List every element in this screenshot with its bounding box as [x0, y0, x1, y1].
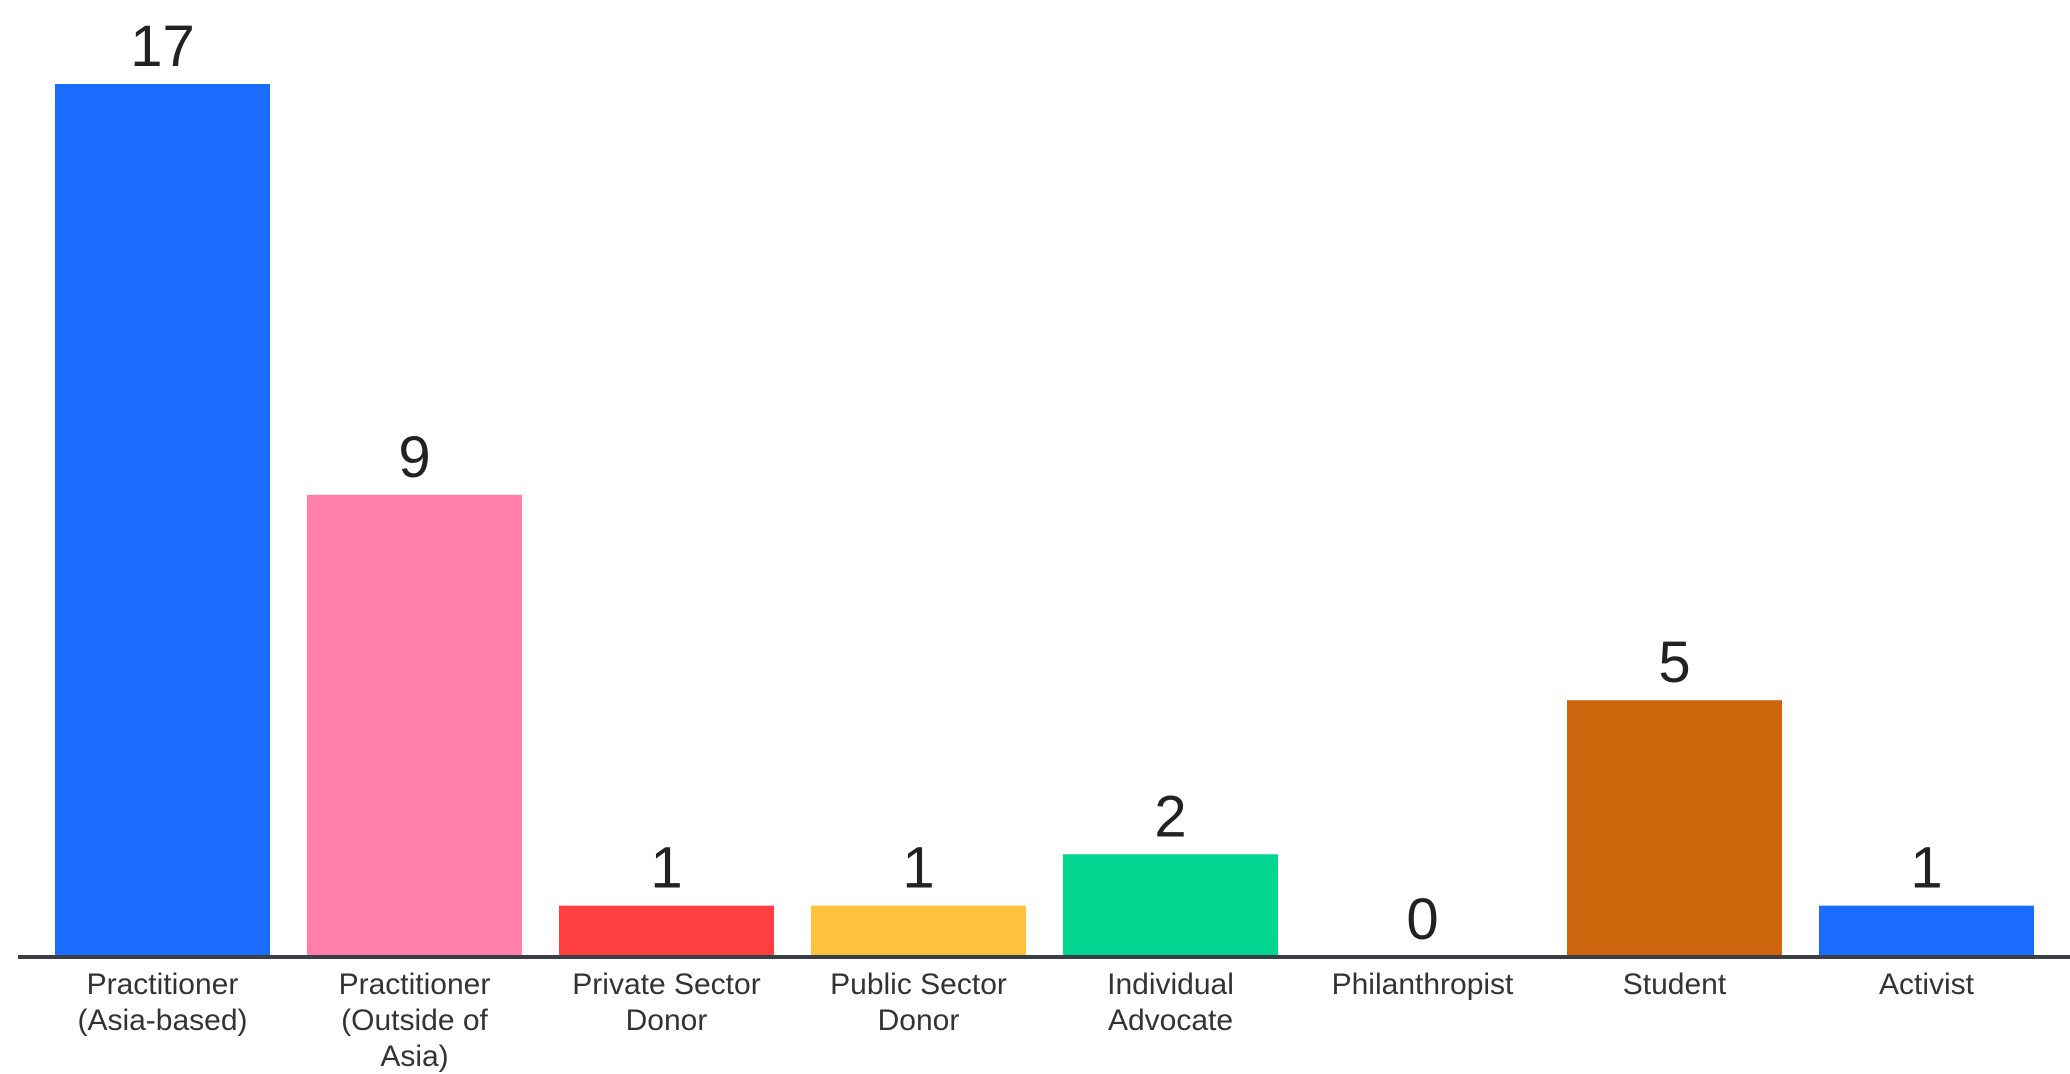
value-label-6: 5: [1658, 630, 1690, 695]
category-labels-layer: Practitioner (Asia-based)Practitioner (Out…: [77, 968, 1974, 1073]
bar-7: [1819, 905, 2034, 957]
category-label-line: Philanthropist: [1332, 968, 1514, 1001]
value-labels-layer: 17 9 1 1 2 0 5 1: [130, 14, 1942, 952]
value-label-2: 1: [650, 836, 682, 901]
category-label-line: Private Sector: [572, 968, 760, 1001]
category-label-5: Philanthropist: [1332, 968, 1514, 1001]
value-label-7: 1: [1910, 836, 1942, 901]
category-label-line: Asia): [380, 1040, 448, 1073]
category-label-7: Activist: [1879, 968, 1975, 1001]
bars-layer: [55, 84, 2034, 957]
category-label-0: Practitioner (Asia-based): [77, 968, 247, 1037]
bar-6: [1567, 700, 1782, 957]
category-label-1: Practitioner (Outside of Asia): [339, 968, 491, 1073]
value-label-1: 9: [398, 425, 430, 490]
category-label-3: Public Sector Donor: [830, 968, 1007, 1037]
category-label-line: Activist: [1879, 968, 1975, 1001]
value-label-0: 17: [130, 14, 195, 79]
category-label-line: (Asia-based): [77, 1004, 247, 1037]
value-label-4: 2: [1154, 784, 1186, 849]
category-label-line: Student: [1623, 968, 1727, 1001]
category-label-line: (Outside of: [341, 1004, 488, 1037]
bar-2: [559, 905, 774, 957]
bar-4: [1063, 854, 1278, 957]
category-label-4: Individual Advocate: [1107, 968, 1234, 1037]
category-label-line: Donor: [626, 1004, 708, 1037]
category-label-line: Practitioner: [339, 968, 491, 1001]
value-label-3: 1: [902, 836, 934, 901]
category-label-line: Public Sector: [830, 968, 1007, 1001]
category-label-line: Practitioner: [87, 968, 239, 1001]
category-label-line: Advocate: [1108, 1004, 1233, 1037]
category-label-6: Student: [1623, 968, 1727, 1001]
value-label-5: 0: [1406, 887, 1438, 952]
bar-3: [811, 905, 1026, 957]
category-label-line: Individual: [1107, 968, 1234, 1001]
bar-1: [307, 494, 522, 957]
category-label-line: Donor: [878, 1004, 960, 1037]
category-label-2: Private Sector Donor: [572, 968, 760, 1037]
bar-0: [55, 84, 270, 957]
